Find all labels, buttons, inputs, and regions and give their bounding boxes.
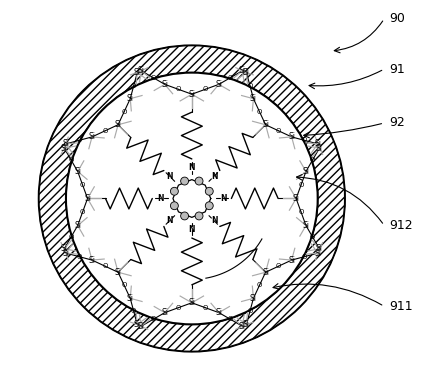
Text: Si: Si — [262, 120, 269, 129]
Text: Si: Si — [74, 221, 81, 230]
Text: Si: Si — [250, 94, 257, 103]
Text: Si: Si — [89, 132, 96, 141]
Text: Si: Si — [134, 68, 141, 77]
Text: Si: Si — [303, 167, 310, 176]
Text: Si: Si — [243, 320, 250, 329]
Text: N: N — [189, 163, 195, 171]
Text: O: O — [298, 209, 304, 215]
Text: Si: Si — [138, 66, 145, 75]
Text: Si: Si — [316, 244, 323, 253]
Text: Si: Si — [288, 132, 295, 141]
Text: O: O — [202, 305, 208, 311]
Text: O: O — [102, 263, 108, 269]
Circle shape — [195, 212, 203, 220]
Text: Si: Si — [115, 268, 121, 277]
Text: O: O — [151, 74, 156, 81]
Text: O: O — [298, 182, 304, 188]
Text: Si: Si — [134, 320, 141, 329]
Text: Si: Si — [161, 80, 168, 89]
Text: N: N — [189, 225, 195, 234]
Wedge shape — [39, 46, 345, 352]
Text: Si: Si — [293, 194, 299, 203]
Text: Si: Si — [62, 249, 70, 258]
Text: Si: Si — [89, 256, 96, 265]
Text: O: O — [175, 86, 181, 92]
Text: O: O — [310, 234, 315, 240]
Text: N: N — [157, 194, 163, 203]
Text: N: N — [220, 194, 226, 203]
Text: O: O — [302, 137, 307, 144]
Text: N: N — [166, 172, 173, 181]
Text: O: O — [80, 209, 85, 215]
Text: O: O — [257, 109, 262, 115]
Text: O: O — [247, 83, 253, 88]
Text: O: O — [76, 137, 82, 144]
Text: Si: Si — [161, 308, 168, 317]
Text: O: O — [131, 83, 136, 88]
Text: N: N — [166, 216, 173, 225]
Text: O: O — [76, 254, 82, 260]
Text: Si: Si — [215, 308, 222, 317]
Text: O: O — [276, 128, 281, 134]
Text: O: O — [228, 316, 233, 322]
Text: O: O — [121, 109, 127, 115]
Text: Si: Si — [188, 90, 195, 99]
Text: O: O — [131, 308, 136, 314]
Text: O: O — [247, 308, 253, 314]
Circle shape — [195, 177, 203, 185]
Text: Si: Si — [61, 244, 68, 253]
Text: Si: Si — [239, 322, 246, 331]
Text: Si: Si — [127, 294, 134, 303]
Text: Si: Si — [138, 322, 145, 331]
Text: O: O — [228, 74, 233, 81]
Text: Si: Si — [303, 221, 310, 230]
Text: O: O — [102, 128, 108, 134]
Circle shape — [205, 187, 213, 195]
Text: O: O — [257, 282, 262, 288]
Text: O: O — [68, 157, 74, 163]
Text: N: N — [211, 216, 218, 225]
Text: Si: Si — [239, 66, 246, 75]
Text: Si: Si — [250, 294, 257, 303]
Text: Si: Si — [243, 68, 250, 77]
Text: 90: 90 — [390, 12, 405, 25]
Text: Si: Si — [215, 80, 222, 89]
Text: Si: Si — [127, 94, 134, 103]
Text: O: O — [202, 86, 208, 92]
Text: Si: Si — [61, 144, 68, 152]
Circle shape — [171, 202, 179, 210]
Text: O: O — [175, 305, 181, 311]
Text: O: O — [68, 234, 74, 240]
Text: Si: Si — [288, 256, 295, 265]
Text: Si: Si — [316, 144, 323, 152]
Text: N: N — [211, 172, 218, 181]
Text: 911: 911 — [390, 300, 413, 313]
Text: Si: Si — [314, 249, 321, 258]
Text: Si: Si — [115, 120, 121, 129]
Text: O: O — [121, 282, 127, 288]
Text: Si: Si — [314, 139, 321, 148]
Circle shape — [171, 187, 179, 195]
Circle shape — [205, 202, 213, 210]
Text: Si: Si — [62, 139, 70, 148]
Text: Si: Si — [74, 167, 81, 176]
Text: Si: Si — [188, 298, 195, 307]
Circle shape — [66, 73, 318, 324]
Text: Si: Si — [262, 268, 269, 277]
Text: 92: 92 — [390, 116, 405, 130]
Text: O: O — [80, 182, 85, 188]
Text: O: O — [151, 316, 156, 322]
Text: O: O — [276, 263, 281, 269]
Text: 912: 912 — [390, 219, 413, 232]
Text: O: O — [310, 157, 315, 163]
Text: Si: Si — [84, 194, 91, 203]
Circle shape — [181, 177, 189, 185]
Text: 91: 91 — [390, 62, 405, 76]
Circle shape — [39, 46, 345, 352]
Text: O: O — [302, 254, 307, 260]
Circle shape — [181, 212, 189, 220]
